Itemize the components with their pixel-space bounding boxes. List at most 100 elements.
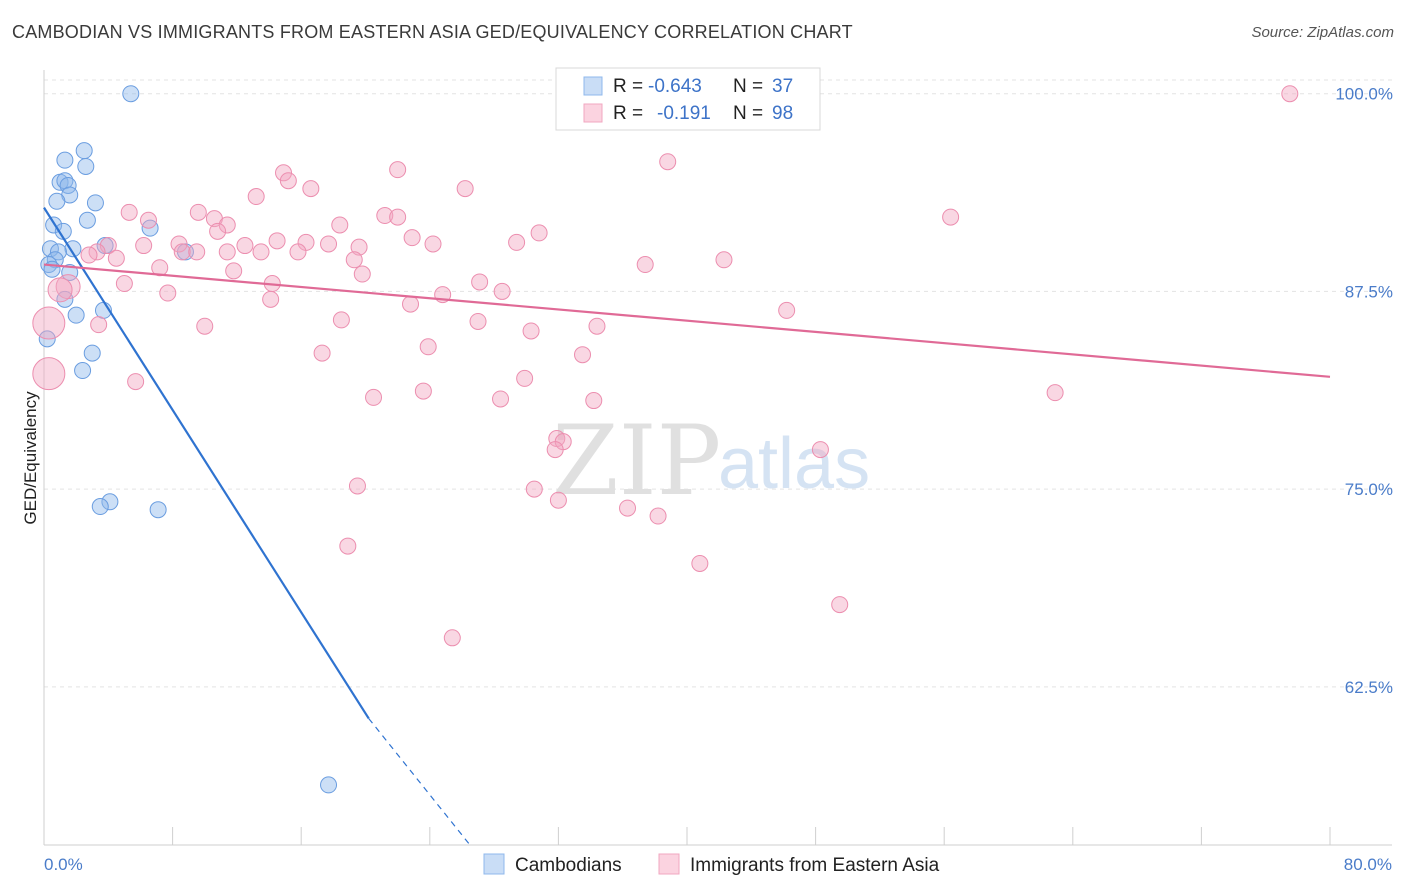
point-eastern-asia: [522, 322, 540, 340]
point-eastern-asia: [268, 232, 286, 250]
point-eastern-asia: [365, 388, 383, 406]
trend-line-cambodians-extension: [368, 718, 471, 846]
point-cambodians: [77, 157, 95, 175]
point-eastern-asia: [942, 208, 960, 226]
point-eastern-asia: [289, 243, 307, 261]
point-cambodians: [74, 362, 92, 380]
point-eastern-asia: [252, 243, 270, 261]
point-eastern-asia: [649, 507, 667, 525]
legend-r-label-2: R =: [613, 103, 643, 124]
data-points: [32, 85, 1299, 794]
point-eastern-asia: [1281, 85, 1299, 103]
point-eastern-asia: [236, 237, 254, 255]
bottom-legend-swatch-eastern-asia: [658, 853, 680, 875]
point-eastern-asia: [403, 229, 421, 247]
point-cambodians: [67, 306, 85, 324]
y-tick-label: 62.5%: [1345, 678, 1393, 697]
bottom-legend-label-eastern-asia: Immigrants from Eastern Asia: [690, 855, 940, 876]
chart-source: Source: ZipAtlas.com: [1251, 24, 1394, 41]
point-eastern-asia: [90, 316, 108, 334]
point-eastern-asia: [225, 262, 243, 280]
point-eastern-asia: [530, 224, 548, 242]
point-eastern-asia: [345, 251, 363, 269]
point-eastern-asia: [159, 284, 177, 302]
watermark: ZIP atlas: [552, 405, 870, 517]
point-eastern-asia: [313, 344, 331, 362]
point-eastern-asia: [424, 235, 442, 253]
point-eastern-asia: [80, 246, 98, 264]
point-eastern-asia: [218, 243, 236, 261]
y-axis-label: GED/Equivalency: [21, 391, 40, 525]
trend-lines: [43, 207, 1331, 846]
y-tick-label: 87.5%: [1345, 282, 1393, 301]
point-eastern-asia: [619, 499, 637, 517]
point-eastern-asia: [443, 629, 461, 647]
point-eastern-asia: [127, 373, 145, 391]
legend-n-value-2: 98: [772, 103, 793, 124]
point-eastern-asia: [279, 172, 297, 190]
point-eastern-asia: [456, 180, 474, 198]
point-eastern-asia: [47, 277, 73, 303]
point-eastern-asia: [402, 295, 420, 313]
point-eastern-asia: [348, 477, 366, 495]
point-cambodians: [56, 290, 74, 308]
point-eastern-asia: [320, 235, 338, 253]
point-cambodians: [64, 240, 82, 258]
legend-top: R = -0.643 N = 37 R = -0.191 N = 98: [555, 67, 821, 131]
point-eastern-asia: [574, 346, 592, 364]
point-cambodians: [56, 151, 74, 169]
legend-r-label-1: R =: [613, 76, 643, 97]
legend-r-value-1: -0.643: [648, 76, 702, 97]
point-eastern-asia: [275, 164, 293, 182]
point-eastern-asia: [350, 238, 368, 256]
point-eastern-asia: [715, 251, 733, 269]
point-eastern-asia: [189, 203, 207, 221]
point-eastern-asia: [516, 369, 534, 387]
point-cambodians: [149, 501, 167, 519]
point-eastern-asia: [262, 290, 280, 308]
legend-n-label-1: N =: [733, 76, 763, 97]
point-eastern-asia: [188, 243, 206, 261]
legend-swatch-eastern-asia: [583, 103, 603, 123]
x-tick-label-left: 0.0%: [44, 855, 83, 874]
point-cambodians: [91, 498, 109, 516]
point-eastern-asia: [493, 282, 511, 300]
point-eastern-asia: [469, 312, 487, 330]
point-eastern-asia: [636, 256, 654, 274]
point-eastern-asia: [332, 311, 350, 329]
point-eastern-asia: [389, 208, 407, 226]
legend-n-value-1: 37: [772, 76, 793, 97]
legend-bottom: Cambodians Immigrants from Eastern Asia: [483, 853, 940, 876]
point-eastern-asia: [508, 233, 526, 251]
point-cambodians: [78, 211, 96, 229]
y-tick-label: 100.0%: [1335, 85, 1393, 104]
point-eastern-asia: [120, 203, 138, 221]
point-eastern-asia: [811, 441, 829, 459]
point-cambodians: [48, 192, 66, 210]
point-eastern-asia: [471, 273, 489, 291]
chart-title: CAMBODIAN VS IMMIGRANTS FROM EASTERN ASI…: [12, 22, 853, 42]
point-eastern-asia: [196, 317, 214, 335]
tick-labels: 100.0% 87.5% 75.0% 62.5% 0.0% 80.0%: [44, 85, 1393, 874]
point-eastern-asia: [218, 216, 236, 234]
point-eastern-asia: [353, 265, 371, 283]
point-eastern-asia: [525, 480, 543, 498]
bottom-legend-swatch-cambodians: [483, 853, 505, 875]
point-eastern-asia: [691, 554, 709, 572]
x-tick-label-right: 80.0%: [1344, 855, 1392, 874]
point-eastern-asia: [331, 216, 349, 234]
point-eastern-asia: [209, 222, 227, 240]
watermark-atlas: atlas: [718, 424, 870, 504]
grid-lines: [44, 79, 1392, 688]
y-tick-label: 75.0%: [1345, 480, 1393, 499]
point-eastern-asia: [107, 249, 125, 267]
point-eastern-asia: [414, 382, 432, 400]
legend-swatch-cambodians: [583, 76, 603, 96]
point-cambodians: [86, 194, 104, 212]
point-eastern-asia: [135, 237, 153, 255]
point-eastern-asia: [173, 243, 191, 261]
point-eastern-asia: [32, 357, 66, 391]
point-cambodians: [83, 344, 101, 362]
legend-r-value-2: -0.191: [657, 103, 711, 124]
point-eastern-asia: [247, 188, 265, 206]
